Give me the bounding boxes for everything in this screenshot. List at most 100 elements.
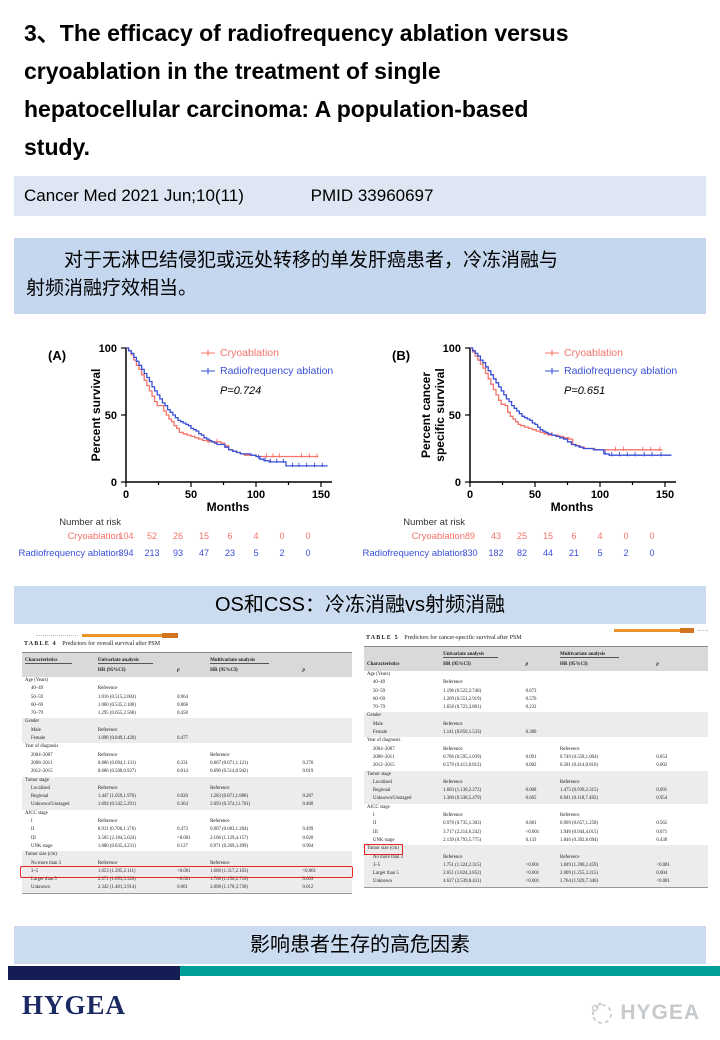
table-row: 2012–2015 0.579 (0.413,0.812) 0.002 0.581 (… [364,762,708,770]
table-group-label: AJCC stage [25,810,48,816]
risk-row-label: Radiofrequency ablation [363,548,465,559]
table-cell: 0.008 [525,788,537,794]
risk-value: 2 [623,548,628,558]
table-cell: 3–5 [373,862,381,868]
table-cell: Reference [560,746,580,752]
table-cell: 0.232 [525,705,537,711]
table-cell: 1.603 (1.130,2.272) [443,788,482,794]
table-cell: 1.768 (1.150,2.718) [210,877,249,883]
table-row: 3–5 1.751 (1.324,2.315) <0.001 1.849 (1.390… [364,861,708,871]
table-cell: <0.001 [656,879,670,885]
risk-value: 43 [491,531,501,541]
risk-value: 25 [517,531,527,541]
p-value: P=0.651 [564,385,605,397]
risk-value: 4 [253,531,258,541]
table-row: Male Reference [22,726,352,736]
table-cell: 0.364 [177,802,188,808]
table-group-row: Gender [22,718,352,727]
table-cell: 3.717 (2.214,6.242) [443,829,482,835]
table-caption-text: Predictors for cancer-specific survival … [404,635,522,641]
table-cell: UNK stage [373,837,395,843]
table-cell: 1.269 (0.551,2.919) [443,696,482,702]
table-cell: I [31,819,33,825]
risk-value: 23 [225,548,235,558]
table-header: Univariate analysis Multivariate analysi… [364,646,708,671]
table-cell: 0.002 [656,763,668,769]
x-tick-label: 0 [123,489,129,501]
table-cell: Reference [560,854,580,860]
table-cell: <0.001 [177,835,191,841]
table-cell: 4.627 (2.539,8.431) [443,879,482,885]
risk-value: 82 [517,548,527,558]
col-header-characteristics: Characteristics [25,658,72,664]
risk-value: 0 [649,548,654,558]
table-cell: 0.881 [525,821,537,827]
table-cell: Reference [97,727,118,733]
table-body: Age (Years) 40–49 Reference 50–59 1.196 (0.5… [364,671,708,888]
table-row: 2008–2011 0.786 (0.595,1.039) 0.091 0.749 (… [364,754,708,762]
col-header-characteristics: Characteristics [367,662,400,667]
table-cell: UNK stage [31,843,53,849]
table-cell: III [373,829,378,835]
table-group-label: Tumor size (cm) [364,843,403,856]
risk-value: 330 [462,548,477,558]
col-header-hr: HR (95%CI) [560,662,588,667]
x-tick-label: 50 [529,489,541,501]
table-cell: Unknown/Unstaged [31,802,70,808]
table-row: II 0.978 (0.735,1.303) 0.881 0.909 (0.657,1… [364,820,708,828]
table-cell: 2.009 (1.255,3.215) [560,871,599,877]
table-cell: 0.438 [656,837,668,843]
table-cell: Localized [31,785,50,791]
table-cell: 0.978 (0.735,1.303) [443,821,482,827]
table-cell: 40–49 [373,680,385,686]
table-cell: 0.380 [525,730,537,736]
table-cell: <0.001 [302,868,316,874]
legend-marker [201,368,215,374]
number-at-risk-label: Number at risk [59,517,121,528]
table-group-label: Tumor stage [367,771,391,777]
table-cell: II [31,827,35,833]
table-cell: 2.098 (1.178,3.738) [210,885,249,891]
table-row: 70–79 1.295 (0.655,2.560) 0.458 [22,710,352,718]
risk-value: 0 [279,531,284,541]
table-cell: 2004–2007 [373,746,395,752]
table-cell: Reference [443,854,463,860]
table-cell: 0.964 [177,694,188,700]
table-row: 50–59 1.196 (0.522,2.740) 0.673 [364,688,708,696]
table-cell: <0.001 [177,877,191,883]
gray-dots-decoration [698,630,708,631]
table-cell: <0.001 [525,871,540,877]
table-cell: 2.651 (1.824,3.852) [443,871,482,877]
table-cell: 0.012 [302,885,314,891]
risk-row-label: Radiofrequency ablation [19,548,121,559]
table-overall-survival: TABLE 4 Predictors for overall survival … [20,632,353,920]
table-cell: 1.016 (0.515,2.004) [97,694,136,700]
table-cell: I [373,813,375,819]
table-group-label: Year of diagnosis [367,738,401,744]
table-group-row: AJCC stage [22,810,352,818]
x-axis-label: Months [551,500,594,514]
table-cell: III [31,835,36,841]
table-row: III 3.717 (2.214,6.242) <0.001 1.946 (0.944… [364,829,708,837]
table-cell: 2.371 (1.693,3.320) [97,877,136,883]
table-header: Characteristics Univariate analysis Mult… [22,652,352,677]
table-row: 70–79 1.658 (0.723,3.801) 0.232 [364,704,708,712]
table-row: II 0.911 (0.706,1.176) 0.473 0.907 (0.683,1… [22,826,352,834]
citation-bar: Cancer Med 2021 Jun;10(11) PMID 33960697 [14,176,706,216]
table-body: Age (Years) 40–49 Reference 50–59 1.016 (0.5… [20,677,353,894]
table-cell: 0.458 [177,711,188,717]
table-cell: 0.499 [302,827,314,833]
hygea-logo-right-text: HYGEA [620,1001,700,1024]
table-cell: 50–59 [373,688,385,694]
table-cell: 0.019 [302,769,314,775]
table-group-row: Tumor size (cm) [364,843,708,856]
table-row: Unknown/Unstaged 1.694 (0.542,5.291) 0.364… [22,801,352,810]
table-cell: 0.400 [302,802,314,808]
table-cell: 0.964 [302,843,314,849]
summary-line: 对于无淋巴结侵犯或远处转移的单发肝癌患者，冷冻消融与 [64,250,559,271]
table-cell: 1.196 (0.522,2.740) [443,688,482,694]
section-bar-os-css: OS和CSS：冷冻消融vs射频消融 [14,586,706,624]
table-cell: Larger than 5 [31,877,57,883]
table-cell: 0.579 (0.413,0.812) [443,763,482,769]
